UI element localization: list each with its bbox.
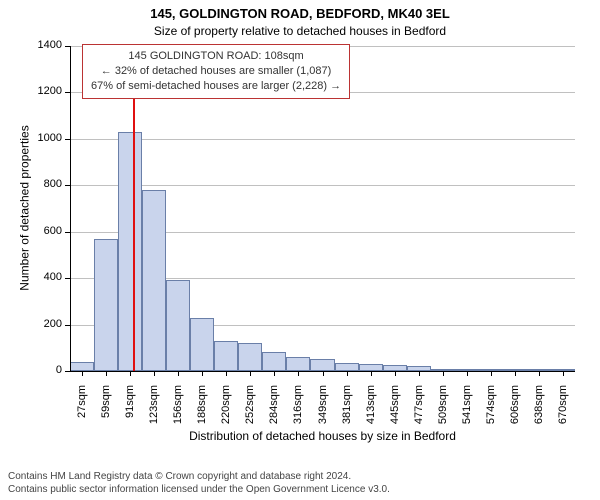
x-tick [347,371,348,376]
histogram-bar [238,343,262,371]
y-tick [65,46,70,47]
x-tick [563,371,564,376]
y-gridline [70,139,575,140]
y-tick [65,185,70,186]
histogram-bar [70,362,94,371]
annotation-line-2: ← 32% of detached houses are smaller (1,… [91,64,341,79]
histogram-bar [262,352,286,371]
histogram-bar [335,363,359,371]
x-tick [202,371,203,376]
x-tick [323,371,324,376]
x-tick [274,371,275,376]
footer-line-1: Contains HM Land Registry data © Crown c… [8,471,390,484]
annotation-box: 145 GOLDINGTON ROAD: 108sqm ← 32% of det… [82,44,350,99]
x-tick [467,371,468,376]
y-tick [65,232,70,233]
y-axis-label: Number of detached properties [17,45,31,370]
x-tick [106,371,107,376]
x-tick [250,371,251,376]
y-gridline [70,185,575,186]
histogram-bar [310,359,334,371]
x-tick [226,371,227,376]
y-tick [65,371,70,372]
footer-line-2: Contains public sector information licen… [8,484,390,497]
x-tick [82,371,83,376]
histogram-bar [214,341,238,371]
histogram-bar [94,239,118,371]
x-tick [130,371,131,376]
x-axis-label: Distribution of detached houses by size … [70,429,575,443]
x-tick [491,371,492,376]
histogram-bar [142,190,166,371]
histogram-bar [359,364,383,371]
y-tick [65,278,70,279]
x-tick [515,371,516,376]
y-tick [65,325,70,326]
histogram-bar [286,357,310,371]
x-tick [419,371,420,376]
y-axis-line [70,46,71,371]
x-tick [178,371,179,376]
histogram-bar [166,280,190,371]
x-tick [298,371,299,376]
x-tick [539,371,540,376]
x-tick [443,371,444,376]
annotation-line-1: 145 GOLDINGTON ROAD: 108sqm [91,49,341,64]
chart-container: 145, GOLDINGTON ROAD, BEDFORD, MK40 3EL … [0,0,600,500]
y-tick [65,92,70,93]
y-tick [65,139,70,140]
x-tick [395,371,396,376]
footer: Contains HM Land Registry data © Crown c… [8,471,390,496]
histogram-bar [118,132,142,371]
annotation-line-3: 67% of semi-detached houses are larger (… [91,79,341,94]
x-tick [371,371,372,376]
x-tick [154,371,155,376]
histogram-bar [190,318,214,371]
